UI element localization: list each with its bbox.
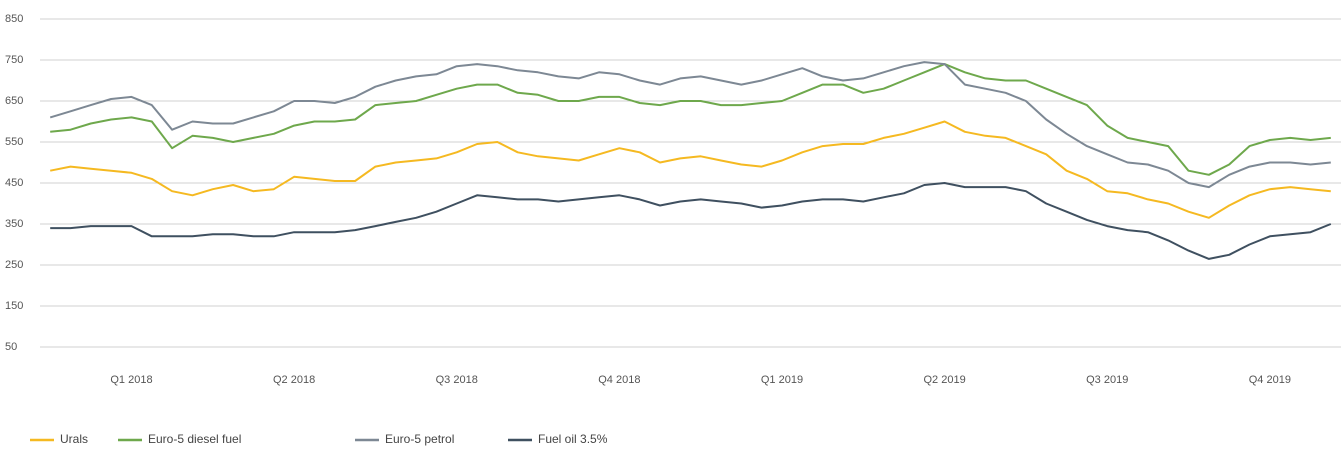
series-line bbox=[49, 61, 1331, 189]
legend-label: Euro-5 diesel fuel bbox=[148, 432, 241, 446]
y-tick-label: 750 bbox=[5, 54, 23, 66]
y-tick-label: 150 bbox=[5, 300, 23, 312]
legend: Urals Euro-5 diesel fuel Euro-5 petrol Fuel… bbox=[30, 432, 608, 446]
x-tick-label: Q3 2018 bbox=[436, 374, 478, 386]
x-tick-label: Q2 2019 bbox=[924, 374, 966, 386]
x-tick-label: Q4 2019 bbox=[1249, 374, 1291, 386]
series-line bbox=[50, 120, 1331, 219]
legend-label: Euro-5 petrol bbox=[385, 432, 454, 446]
y-tick-label: 250 bbox=[5, 259, 23, 271]
x-tick-label: Q2 2018 bbox=[273, 374, 315, 386]
y-tick-label: 850 bbox=[5, 13, 23, 25]
y-tick-label: 50 bbox=[5, 341, 17, 353]
x-tick-label: Q3 2019 bbox=[1086, 374, 1128, 386]
legend-label: Urals bbox=[60, 432, 88, 446]
x-tick-label: Q1 2019 bbox=[761, 374, 803, 386]
series-line bbox=[50, 63, 1331, 176]
y-tick-label: 350 bbox=[5, 218, 23, 230]
x-tick-label: Q1 2018 bbox=[110, 374, 152, 386]
series-line bbox=[50, 182, 1332, 260]
y-tick-label: 650 bbox=[5, 95, 23, 107]
y-tick-label: 450 bbox=[5, 177, 23, 189]
legend-label: Fuel oil 3.5% bbox=[538, 432, 608, 446]
y-tick-label: 550 bbox=[5, 136, 23, 148]
x-tick-label: Q4 2018 bbox=[598, 374, 640, 386]
